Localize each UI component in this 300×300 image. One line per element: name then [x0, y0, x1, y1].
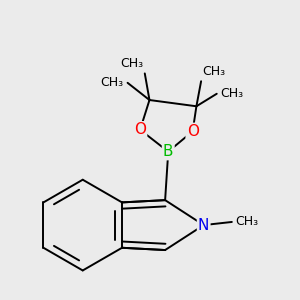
- Text: CH₃: CH₃: [235, 215, 258, 229]
- Text: O: O: [187, 124, 199, 139]
- Text: CH₃: CH₃: [120, 57, 143, 70]
- Text: N: N: [198, 218, 209, 232]
- Text: CH₃: CH₃: [220, 87, 244, 100]
- Text: B: B: [163, 144, 173, 159]
- Text: CH₃: CH₃: [101, 76, 124, 89]
- Text: O: O: [134, 122, 146, 137]
- Text: CH₃: CH₃: [203, 65, 226, 78]
